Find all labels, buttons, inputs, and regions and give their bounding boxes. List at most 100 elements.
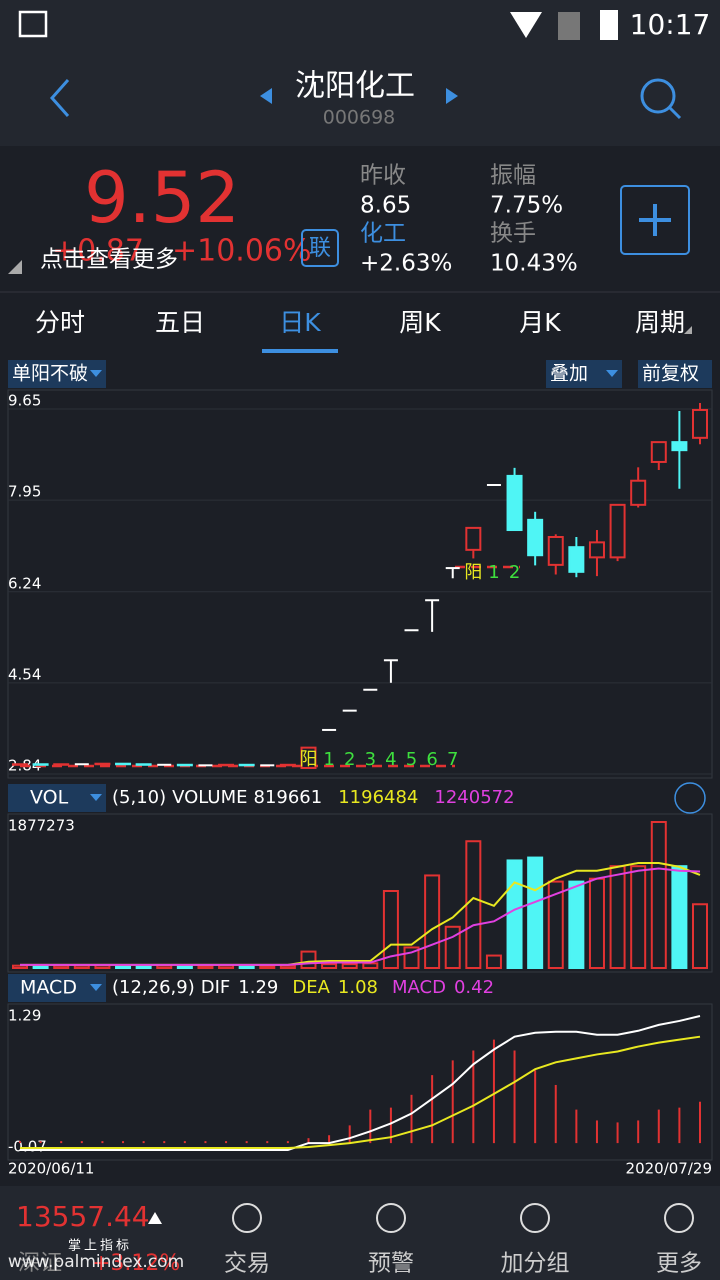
watermark: www.palmindex.com	[8, 1252, 184, 1272]
link-label: 联	[309, 236, 331, 261]
y-tick-label: 6.24	[8, 574, 41, 592]
add-button[interactable]	[620, 185, 690, 255]
pattern-count: 2	[344, 749, 355, 770]
adjust-bg[interactable]	[638, 360, 712, 388]
price-change: +0.87	[52, 234, 144, 269]
indicator-value: 0.42	[454, 977, 494, 998]
pattern-anchor: 阳	[299, 749, 317, 770]
macd-panel	[7, 1003, 713, 1161]
corner-mark	[8, 260, 22, 274]
index-name: 深证	[18, 1251, 62, 1276]
candle-body	[547, 535, 564, 566]
nav-icon	[664, 1203, 694, 1233]
volume-bar	[321, 963, 338, 970]
volume-bar	[568, 880, 585, 970]
battery-icon	[600, 10, 618, 40]
tab[interactable]: 分时	[35, 308, 85, 337]
volume-bar	[115, 964, 132, 969]
indicator: 单阳不破	[12, 363, 88, 385]
macd-arrow	[90, 984, 102, 991]
indicator-value: 1.08	[338, 977, 378, 998]
index-value: 13557.44	[16, 1200, 150, 1233]
sim-icon	[558, 12, 580, 40]
stock-name: 沈阳化工	[295, 69, 415, 104]
candle-body	[94, 762, 111, 766]
candle-body	[650, 441, 667, 463]
nav-items: 交易 预警 加分组 更多	[224, 1203, 702, 1277]
search-button[interactable]	[640, 78, 676, 114]
nav-icon	[520, 1203, 550, 1233]
pattern-count: 6	[426, 749, 437, 770]
price-panel	[7, 389, 713, 779]
nav-label[interactable]: 交易	[224, 1251, 270, 1277]
indicator-arrow	[90, 370, 102, 377]
link-box[interactable]	[301, 229, 339, 267]
tabs: 分时 五日 日K 周K 月K 周期	[35, 308, 692, 353]
vol-indicator: VOL	[30, 787, 69, 809]
indicator-value: DIF	[201, 977, 231, 998]
adjust: 前复权	[642, 363, 699, 385]
macd-indicator: MACD	[20, 977, 77, 999]
nav-label[interactable]: 加分组	[501, 1251, 570, 1277]
index-change: +3.12%	[92, 1251, 180, 1276]
indicator-bg[interactable]	[8, 360, 106, 388]
stat-label: 昨收	[360, 163, 406, 189]
stat-label: 振幅	[490, 163, 536, 189]
volume-bar	[444, 925, 461, 970]
volume-ma-line	[20, 867, 701, 966]
indicator-value: (5,10)	[112, 787, 166, 808]
pattern-count: 3	[365, 749, 376, 770]
x-tick-label: 2020/07/29	[626, 1160, 712, 1178]
candle-body	[506, 474, 523, 532]
candle-body	[53, 763, 70, 766]
vol-selector	[8, 784, 106, 812]
indicator-value: 1196484	[338, 787, 418, 808]
candle-body	[671, 441, 688, 452]
candle-body	[279, 763, 296, 767]
volume-bar	[650, 821, 667, 969]
vol-arrow	[90, 794, 102, 801]
tab[interactable]: 月K	[519, 308, 561, 337]
bottom-nav	[0, 1186, 720, 1280]
overlay-bg[interactable]	[546, 360, 622, 388]
kline-chart: 单阳不破叠加前复权9.657.956.244.542.84阳1234567阳12…	[7, 360, 713, 1178]
macd-line	[20, 1015, 701, 1151]
volume-bar	[424, 874, 441, 970]
y-tick-label: 7.95	[8, 483, 41, 501]
back-button[interactable]	[49, 79, 70, 117]
image-icon	[18, 10, 48, 38]
candle-body	[135, 763, 152, 766]
overlay-arrow	[606, 370, 618, 377]
pattern-count: 2	[509, 562, 520, 583]
indicator-value: (12,26,9)	[112, 977, 195, 998]
last-price: 9.52	[84, 157, 240, 239]
expand-button[interactable]	[674, 782, 706, 814]
volume-bar	[692, 903, 708, 969]
pattern-count: 5	[406, 749, 417, 770]
volume-bar	[506, 859, 523, 970]
candle-body	[32, 763, 49, 766]
tab[interactable]: 周期	[635, 308, 685, 337]
pattern-count: 7	[447, 749, 458, 770]
prev-stock[interactable]	[260, 88, 272, 104]
tab[interactable]: 日K	[279, 308, 321, 337]
candle-body	[465, 526, 482, 551]
tab[interactable]: 五日	[155, 308, 205, 337]
y-tick-label: 1.29	[8, 1007, 41, 1025]
more-link[interactable]: 点击查看更多	[40, 247, 178, 273]
indicator-value: 1.29	[238, 977, 278, 998]
vol-panel	[7, 813, 713, 973]
stat-value: 7.75%	[490, 193, 563, 219]
indicator-value: MACD	[392, 977, 446, 998]
volume-bar	[485, 954, 502, 969]
candle-body	[568, 546, 585, 573]
plus-icon	[639, 204, 671, 236]
stat-value: 8.65	[360, 193, 411, 219]
indicator-value: DEA	[292, 977, 330, 998]
nav-label[interactable]: 预警	[368, 1251, 414, 1277]
volume-bar	[671, 865, 688, 969]
next-stock[interactable]	[446, 88, 458, 104]
tab[interactable]: 周K	[399, 308, 441, 337]
nav-label[interactable]: 更多	[656, 1251, 702, 1277]
